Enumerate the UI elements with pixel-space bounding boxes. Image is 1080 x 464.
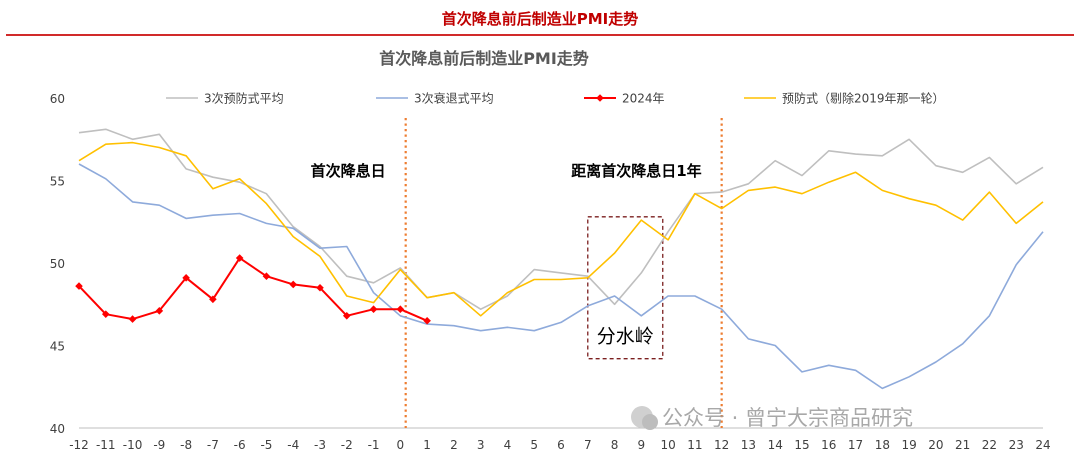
watermark-text: 公众号 · 曾宁大宗商品研究	[662, 406, 913, 430]
x-tick-label: 15	[794, 438, 809, 452]
x-tick-label: -6	[234, 438, 246, 452]
legend-marker	[596, 94, 604, 102]
data-point	[316, 283, 324, 292]
watershed-box: 分水岭	[587, 216, 664, 360]
x-tick-label: 6	[557, 438, 565, 452]
x-tick-label: 21	[955, 438, 970, 452]
x-tick-label: 22	[982, 438, 997, 452]
x-tick-label: -1	[368, 438, 380, 452]
x-tick-label: 8	[611, 438, 619, 452]
x-tick-label: 18	[875, 438, 890, 452]
x-tick-label: -8	[180, 438, 192, 452]
reference-lines: 首次降息日 距离首次降息日1年	[311, 118, 723, 428]
header-divider	[6, 34, 1074, 36]
y-tick-label: 45	[50, 340, 65, 354]
data-point	[75, 282, 83, 290]
x-tick-label: 20	[928, 438, 943, 452]
y-tick-label: 60	[50, 92, 65, 106]
x-tick-label: -7	[207, 438, 219, 452]
series-lines	[75, 128, 1044, 390]
x-tick-label: -11	[96, 438, 116, 452]
x-axis: -12 -11 -10 -9 -8 -7 -6 -5 -4 -3 -2 -1 0 1 2 3 4 5 6 7 8 9 10 1…	[69, 427, 1051, 452]
data-point	[182, 274, 190, 282]
x-tick-label: 13	[741, 438, 756, 452]
data-point	[369, 305, 378, 313]
x-tick-label: 19	[901, 438, 916, 452]
x-tick-label: -12	[69, 438, 89, 452]
x-tick-label: 16	[821, 438, 836, 452]
series-line	[78, 141, 1044, 317]
x-tick-label: 0	[397, 438, 405, 452]
y-tick-label: 50	[50, 257, 65, 271]
x-tick-label: 11	[687, 438, 702, 452]
x-tick-label: 14	[768, 438, 783, 452]
data-point	[155, 307, 164, 315]
x-tick-label: 24	[1035, 438, 1050, 452]
x-tick-label: 10	[660, 438, 675, 452]
data-point	[342, 312, 351, 320]
x-tick-label: 4	[504, 438, 512, 452]
x-tick-label: 23	[1009, 438, 1024, 452]
x-tick-label: -9	[153, 438, 165, 452]
y-tick-label: 55	[50, 175, 65, 189]
data-point	[396, 305, 405, 313]
series-line	[78, 257, 428, 322]
legend-label: 3次预防式平均	[204, 91, 284, 106]
watermark: 公众号 · 曾宁大宗商品研究	[631, 406, 913, 430]
watershed-label: 分水岭	[597, 326, 654, 348]
x-tick-label: 9	[638, 438, 646, 452]
chart-svg: 首次降息前后制造业PMI走势 3次预防式平均 3次衰退式平均 2024年 预防式（剔除…	[50, 49, 1051, 452]
data-point	[235, 254, 244, 262]
page-title: 首次降息前后制造业PMI走势	[441, 10, 639, 28]
x-tick-label: -10	[123, 438, 143, 452]
x-tick-label: 3	[477, 438, 485, 452]
wechat-icon-bubble	[642, 414, 658, 430]
y-tick-label: 40	[50, 422, 65, 436]
y-axis: 40 45 50 55 60	[50, 92, 65, 436]
legend-label: 3次衰退式平均	[414, 91, 494, 106]
x-tick-label: 12	[714, 438, 729, 452]
series-line	[78, 163, 1044, 390]
pmi-chart: 首次降息前后制造业PMI走势 3次预防式平均 3次衰退式平均 2024年 预防式（剔除…	[4, 40, 1076, 460]
data-point	[101, 310, 110, 318]
page-header: 首次降息前后制造业PMI走势	[0, 0, 1080, 36]
x-tick-label: 2	[450, 438, 458, 452]
x-tick-label: -5	[260, 438, 272, 452]
data-point	[289, 280, 298, 289]
x-tick-label: -4	[287, 438, 299, 452]
watershed-rect	[587, 216, 664, 360]
legend-label: 预防式（剔除2019年那一轮）	[782, 91, 945, 106]
data-point	[128, 315, 137, 323]
chart-title: 首次降息前后制造业PMI走势	[379, 49, 589, 68]
legend-label: 2024年	[622, 92, 665, 106]
x-tick-label: 5	[530, 438, 538, 452]
x-tick-label: -2	[341, 438, 353, 452]
series-line	[78, 128, 1044, 310]
x-tick-label: 1	[423, 438, 431, 452]
data-point	[209, 295, 217, 304]
x-tick-label: 17	[848, 438, 863, 452]
reference-line-label: 首次降息日	[311, 162, 386, 180]
data-point	[262, 272, 271, 280]
x-tick-label: -3	[314, 438, 326, 452]
x-tick-label: 7	[584, 438, 592, 452]
chart-legend: 3次预防式平均 3次衰退式平均 2024年 预防式（剔除2019年那一轮）	[166, 91, 945, 106]
data-point	[423, 316, 431, 325]
reference-line-label: 距离首次降息日1年	[571, 162, 701, 180]
